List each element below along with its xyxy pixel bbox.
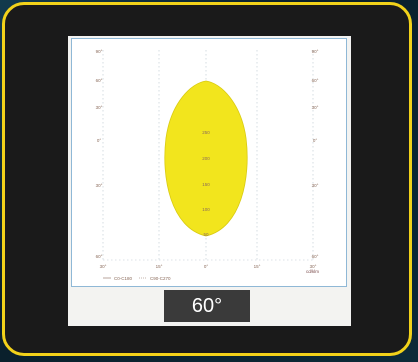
left-tick: 30° bbox=[96, 105, 103, 110]
center-value: 100 bbox=[202, 207, 210, 212]
center-value: 250 bbox=[202, 130, 210, 135]
bottom-tick: 0° bbox=[204, 264, 209, 269]
center-value: 200 bbox=[202, 156, 210, 161]
bottom-tick: 15° bbox=[254, 264, 261, 269]
legend-series-b: C90-C270 bbox=[150, 276, 171, 281]
left-tick: 60° bbox=[96, 254, 103, 259]
left-tick: 90° bbox=[96, 49, 103, 54]
left-tick: 30° bbox=[96, 183, 103, 188]
center-value: 150 bbox=[202, 182, 210, 187]
right-tick: 30° bbox=[312, 105, 319, 110]
right-tick: 0° bbox=[313, 138, 318, 143]
polar-chart: 90° 60° 30° 0° 30° 60° 90° 60° 30° 0° 30… bbox=[71, 38, 347, 287]
center-value: 50 bbox=[203, 232, 209, 237]
bottom-tick: 15° bbox=[156, 264, 163, 269]
left-tick: 60° bbox=[96, 78, 103, 83]
beam-shape bbox=[164, 80, 248, 237]
right-tick: 30° bbox=[312, 183, 319, 188]
bottom-tick: 30° bbox=[310, 264, 317, 269]
legend-series-a: C0-C180 bbox=[114, 276, 133, 281]
legend: C0-C180 C90-C270 cd/klm bbox=[103, 269, 319, 281]
beam-angle-label: 60° bbox=[164, 290, 250, 322]
right-tick: 90° bbox=[312, 49, 319, 54]
photometric-diagram: 90° 60° 30° 0° 30° 60° 90° 60° 30° 0° 30… bbox=[71, 38, 347, 287]
right-tick: 60° bbox=[312, 78, 319, 83]
bottom-tick: 30° bbox=[100, 264, 107, 269]
right-tick: 60° bbox=[312, 254, 319, 259]
unit-label: cd/klm bbox=[306, 269, 319, 274]
left-tick: 0° bbox=[97, 138, 102, 143]
